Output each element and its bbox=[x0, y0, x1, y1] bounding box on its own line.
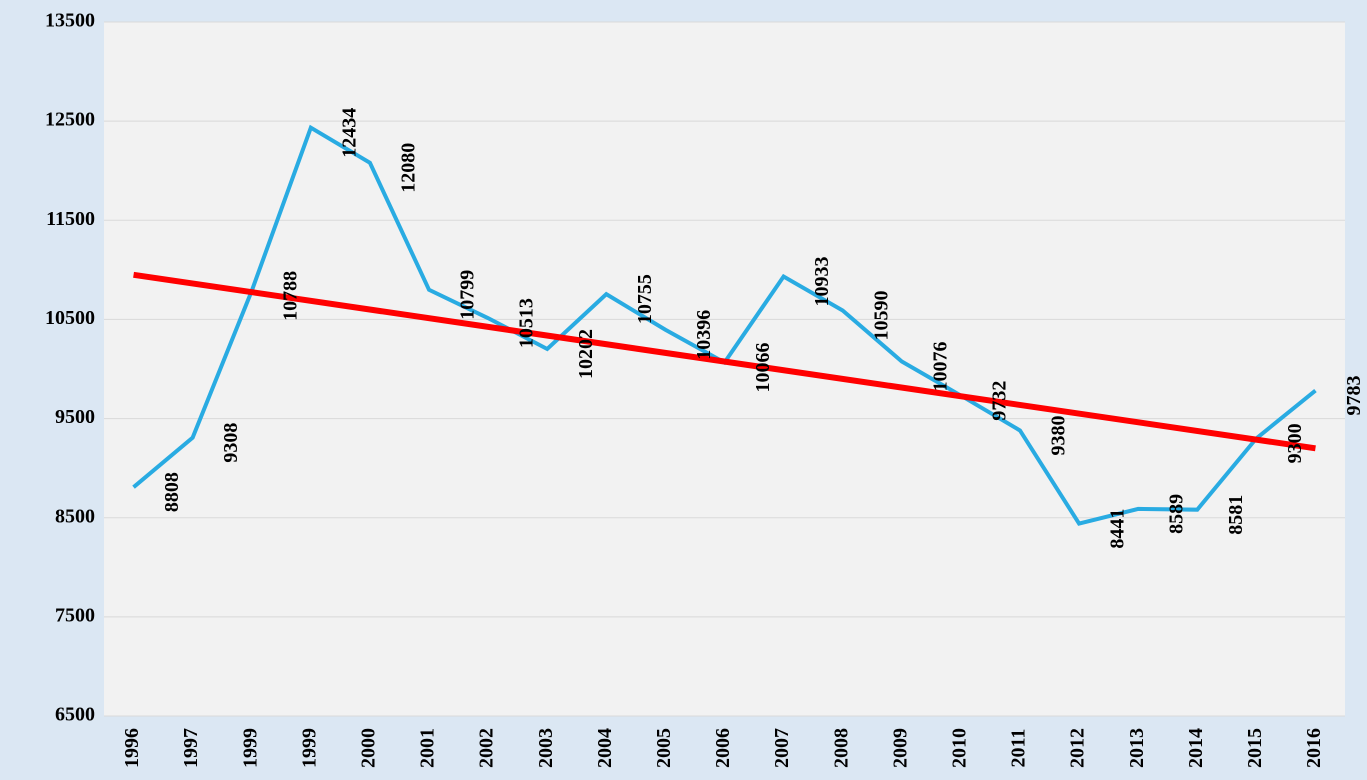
x-tick-label: 2006 bbox=[712, 728, 734, 768]
plot-area bbox=[104, 22, 1345, 716]
data-label: 10202 bbox=[575, 329, 597, 379]
data-label: 10755 bbox=[634, 274, 656, 324]
x-tick-label: 2004 bbox=[594, 728, 616, 768]
data-label: 8441 bbox=[1107, 509, 1129, 549]
data-label: 8589 bbox=[1166, 494, 1188, 534]
data-label: 9732 bbox=[988, 381, 1010, 421]
x-tick-label: 2016 bbox=[1303, 728, 1325, 768]
data-label: 9308 bbox=[220, 423, 242, 463]
y-tick-label: 6500 bbox=[55, 704, 95, 726]
x-tick-label: 2015 bbox=[1244, 728, 1266, 768]
x-tick-label: 2014 bbox=[1185, 728, 1207, 768]
data-label: 8808 bbox=[161, 472, 183, 512]
data-label: 10066 bbox=[752, 342, 774, 392]
x-tick-label: 1999 bbox=[298, 728, 320, 768]
data-label: 10396 bbox=[693, 310, 715, 360]
trend-line bbox=[133, 271, 1316, 452]
x-tick-label: 2010 bbox=[948, 728, 970, 768]
x-tick-label: 2011 bbox=[1008, 729, 1030, 768]
data-label: 12080 bbox=[398, 143, 420, 193]
data-label: 10933 bbox=[811, 256, 833, 306]
x-tick-label: 2008 bbox=[830, 728, 852, 768]
x-tick-label: 1997 bbox=[180, 728, 202, 768]
x-tick-label: 2013 bbox=[1126, 728, 1148, 768]
data-label: 9380 bbox=[1048, 415, 1070, 455]
data-label: 9783 bbox=[1343, 376, 1365, 416]
data-label: 9300 bbox=[1284, 423, 1306, 463]
data-label: 10513 bbox=[516, 298, 538, 348]
data-label: 8581 bbox=[1225, 495, 1247, 535]
x-tick-label: 2002 bbox=[476, 728, 498, 768]
x-tick-label: 1996 bbox=[121, 728, 143, 768]
data-label: 10799 bbox=[457, 270, 479, 320]
data-label: 10788 bbox=[279, 271, 301, 321]
x-tick-label: 2000 bbox=[358, 728, 380, 768]
y-tick-label: 9500 bbox=[55, 406, 95, 428]
x-tick-label: 2005 bbox=[653, 728, 675, 768]
y-tick-label: 7500 bbox=[55, 604, 95, 626]
y-tick-label: 10500 bbox=[45, 307, 95, 329]
y-tick-label: 13500 bbox=[45, 10, 95, 32]
y-tick-label: 12500 bbox=[45, 109, 95, 131]
x-tick-label: 2003 bbox=[535, 728, 557, 768]
y-tick-label: 8500 bbox=[55, 505, 95, 527]
data-label: 12434 bbox=[338, 108, 360, 158]
x-tick-label: 2012 bbox=[1067, 728, 1089, 768]
data-label: 10590 bbox=[870, 291, 892, 341]
x-tick-label: 2001 bbox=[417, 728, 439, 768]
x-tick-label: 2009 bbox=[889, 728, 911, 768]
y-tick-label: 11500 bbox=[46, 208, 95, 230]
x-tick-label: 2007 bbox=[771, 728, 793, 768]
data-label: 10076 bbox=[929, 341, 951, 391]
x-tick-label: 1999 bbox=[239, 728, 261, 768]
